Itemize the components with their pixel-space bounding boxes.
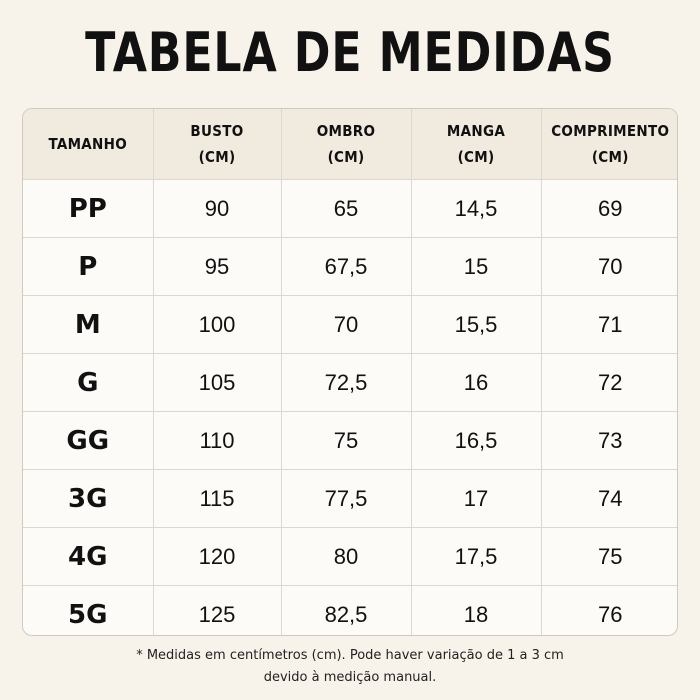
manga-cell: 18	[411, 585, 542, 635]
header-label: COMPRIMENTO	[551, 122, 670, 140]
size-cell: M	[23, 295, 154, 354]
table-row: 3G 115 77,5 17 74	[23, 469, 677, 528]
table-header-row: TAMANHO BUSTO (CM) OMBRO (CM) MANGA (CM)…	[23, 109, 677, 180]
ombro-cell: 75	[281, 411, 412, 470]
header-ombro: OMBRO (CM)	[281, 109, 412, 180]
ombro-cell: 65	[281, 179, 412, 238]
comprimento-cell: 74	[541, 469, 677, 528]
size-cell: GG	[23, 411, 154, 470]
header-label: OMBRO	[316, 122, 376, 140]
comprimento-cell: 76	[598, 601, 623, 627]
ombro-cell: 77,5	[281, 469, 412, 528]
header-unit: (CM)	[457, 148, 495, 166]
header-unit: (CM)	[591, 148, 629, 166]
busto-cell: 125	[153, 585, 282, 635]
header-tamanho: TAMANHO	[23, 109, 154, 180]
busto-cell: 90	[153, 179, 282, 238]
table-row: P 95 67,5 15 70	[23, 237, 677, 296]
header-comprimento: COMPRIMENTO (CM)	[541, 109, 677, 180]
table-row: M 100 70 15,5 71	[23, 295, 677, 354]
size-cell: P	[23, 237, 154, 296]
footnote: * Medidas em centímetros (cm). Pode have…	[0, 645, 700, 689]
header-manga: MANGA (CM)	[411, 109, 542, 180]
manga-cell: 17,5	[411, 527, 542, 586]
busto-cell: 120	[153, 527, 282, 586]
ombro-cell: 70	[281, 295, 412, 354]
page-title: TABELA DE MEDIDAS	[85, 21, 615, 84]
comprimento-cell: 71	[541, 295, 677, 354]
table-row: 4G 120 80 17,5 75	[23, 527, 677, 586]
comprimento-cell: 73	[541, 411, 677, 470]
comprimento-cell: 70	[541, 237, 677, 296]
table-row: GG 110 75 16,5 73	[23, 411, 677, 470]
header-busto: BUSTO (CM)	[153, 109, 282, 180]
manga-cell: 15	[411, 237, 542, 296]
footnote-line: * Medidas em centímetros (cm). Pode have…	[136, 648, 564, 663]
manga-cell: 15,5	[411, 295, 542, 354]
size-cell: 5G	[23, 585, 154, 635]
header-unit: (CM)	[327, 148, 365, 166]
ombro-cell: 82,5	[281, 585, 412, 635]
ombro-cell: 80	[281, 527, 412, 586]
header-unit: (CM)	[198, 148, 236, 166]
size-chart-table: TAMANHO BUSTO (CM) OMBRO (CM) MANGA (CM)…	[22, 108, 678, 636]
busto-cell: 105	[153, 353, 282, 412]
busto-cell: 110	[153, 411, 282, 470]
busto-cell: 115	[153, 469, 282, 528]
footnote-line: devido à medição manual.	[263, 670, 437, 685]
header-label: MANGA	[446, 122, 506, 140]
ombro-cell: 67,5	[281, 237, 412, 296]
header-label: TAMANHO	[48, 135, 128, 153]
manga-cell: 14,5	[411, 179, 542, 238]
table-row: PP 90 65 14,5 69	[23, 179, 677, 238]
size-cell: PP	[23, 179, 154, 238]
ombro-cell: 72,5	[281, 353, 412, 412]
size-cell: 3G	[23, 469, 154, 528]
manga-cell: 16	[411, 353, 542, 412]
busto-cell: 100	[153, 295, 282, 354]
size-cell: 4G	[23, 527, 154, 586]
header-label: BUSTO	[190, 122, 244, 140]
comprimento-cell: 69	[541, 179, 677, 238]
comprimento-cell: 75	[541, 527, 677, 586]
manga-cell: 16,5	[411, 411, 542, 470]
comprimento-cell: 72	[541, 353, 677, 412]
busto-cell: 95	[153, 237, 282, 296]
size-cell: G	[23, 353, 154, 412]
table-row: 5G 125 82,5 18 76	[23, 585, 677, 635]
table-row: G 105 72,5 16 72	[23, 353, 677, 412]
manga-cell: 17	[411, 469, 542, 528]
